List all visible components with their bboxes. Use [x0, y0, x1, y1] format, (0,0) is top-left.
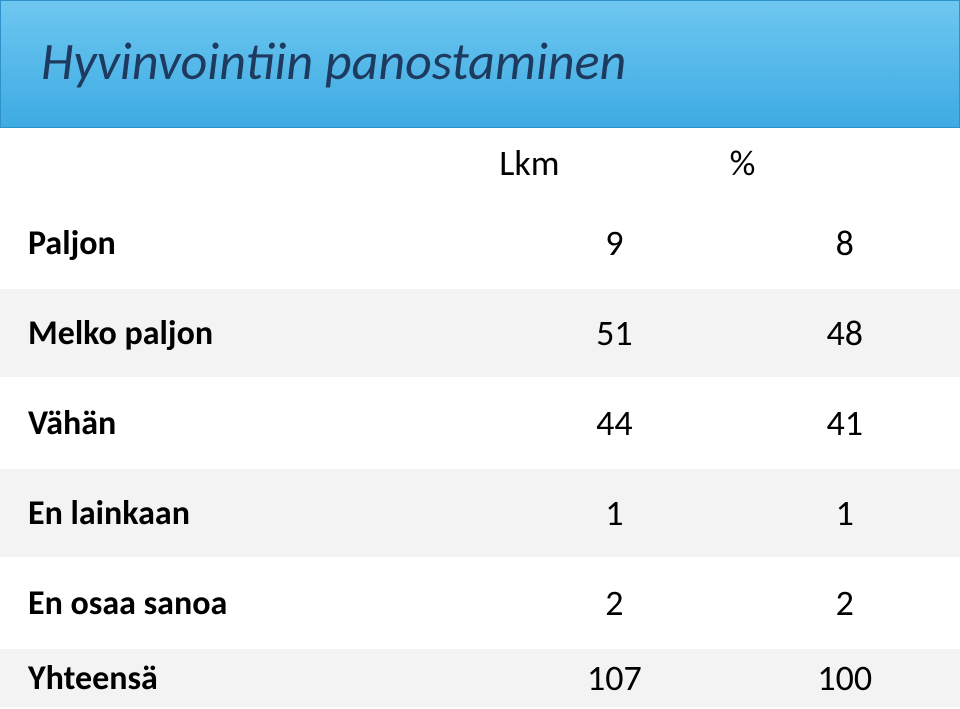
- table-row: En lainkaan 1 1: [0, 468, 960, 558]
- table-row: Vähän 44 41: [0, 378, 960, 468]
- table-header-row: Lkm %: [0, 128, 960, 198]
- row-value-pct: 41: [730, 378, 960, 468]
- row-value-lkm: 107: [499, 648, 729, 708]
- row-value-pct: 48: [730, 288, 960, 378]
- row-label: Vähän: [0, 378, 499, 468]
- row-value-pct: 100: [730, 648, 960, 708]
- row-value-pct: 1: [730, 468, 960, 558]
- table-row-total: Yhteensä 107 100: [0, 648, 960, 708]
- slide: Hyvinvointiin panostaminen Lkm % Paljon …: [0, 0, 960, 700]
- data-table: Lkm % Paljon 9 8 Melko paljon 51 48 Vähä…: [0, 128, 960, 709]
- header-pct: %: [730, 128, 960, 198]
- table-row: Paljon 9 8: [0, 198, 960, 288]
- row-value-pct: 8: [730, 198, 960, 288]
- slide-title: Hyvinvointiin panostaminen: [1, 1, 959, 93]
- row-value-lkm: 2: [499, 558, 729, 648]
- header-lkm: Lkm: [499, 128, 729, 198]
- row-value-pct: 2: [730, 558, 960, 648]
- row-label: Yhteensä: [0, 648, 499, 708]
- row-value-lkm: 44: [499, 378, 729, 468]
- row-value-lkm: 51: [499, 288, 729, 378]
- title-bar: Hyvinvointiin panostaminen: [0, 0, 960, 128]
- row-label: Paljon: [0, 198, 499, 288]
- row-value-lkm: 1: [499, 468, 729, 558]
- header-blank: [0, 128, 499, 198]
- table-row: Melko paljon 51 48: [0, 288, 960, 378]
- row-label: En lainkaan: [0, 468, 499, 558]
- table-row: En osaa sanoa 2 2: [0, 558, 960, 648]
- row-label: En osaa sanoa: [0, 558, 499, 648]
- row-value-lkm: 9: [499, 198, 729, 288]
- row-label: Melko paljon: [0, 288, 499, 378]
